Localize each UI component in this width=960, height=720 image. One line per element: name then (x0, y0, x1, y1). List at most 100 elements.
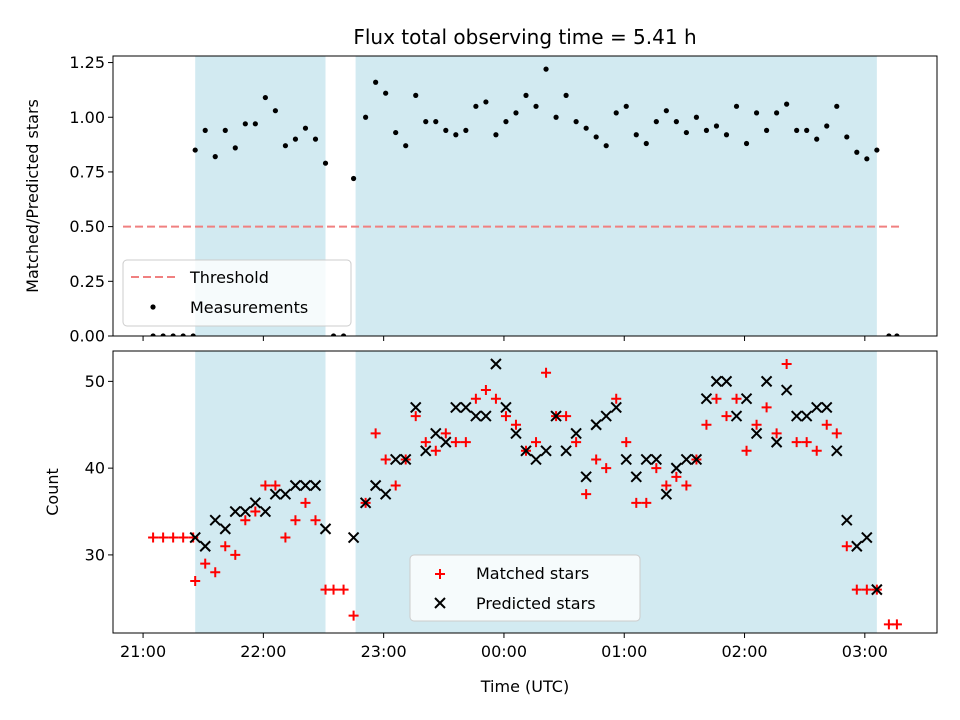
matched-point (178, 532, 189, 543)
data-point (673, 119, 679, 125)
predicted-point (229, 505, 242, 518)
predicted-point (841, 514, 853, 526)
matched-point (420, 437, 431, 448)
data-point (743, 140, 750, 147)
data-point (212, 154, 218, 160)
data-point (633, 132, 639, 138)
data-point (844, 134, 850, 140)
x-tick-label: 21:00 (120, 642, 166, 661)
matched-point (741, 445, 752, 456)
predicted-point (780, 384, 793, 396)
matched-point (841, 541, 852, 552)
matched-point (531, 437, 542, 448)
predicted-point (831, 445, 843, 457)
matched-point (390, 480, 401, 491)
predicted-point (289, 479, 302, 492)
predicted-point (520, 445, 532, 457)
data-point (794, 127, 800, 133)
data-point (753, 110, 760, 116)
matched-point (731, 393, 742, 404)
data-point (180, 333, 186, 336)
predicted-point (369, 479, 382, 492)
data-point (503, 119, 509, 125)
predicted-point (720, 375, 733, 388)
y-tick-label: 1.00 (69, 108, 105, 127)
data-point (713, 123, 720, 129)
legend-measurement-swatch (150, 304, 156, 310)
predicted-point (347, 531, 360, 544)
matched-point (348, 610, 359, 621)
predicted-point (570, 427, 582, 440)
data-point (543, 66, 549, 72)
predicted-point (500, 401, 512, 414)
matched-point (380, 454, 391, 465)
data-point (693, 114, 700, 120)
data-point (553, 114, 559, 120)
predicted-point (440, 436, 452, 448)
shaded-interval (355, 56, 877, 336)
data-point (222, 127, 228, 133)
matched-point (611, 393, 622, 404)
matched-point (300, 497, 311, 508)
predicted-point (740, 393, 753, 405)
predicted-point (199, 540, 211, 552)
y-tick-label: 1.25 (69, 53, 105, 72)
matched-point (240, 515, 251, 526)
data-point (202, 127, 208, 133)
matched-point (721, 411, 732, 422)
predicted-point (730, 410, 743, 422)
matched-point (168, 532, 179, 543)
matched-point (591, 454, 602, 465)
matched-point (851, 584, 862, 595)
predicted-point (610, 401, 622, 414)
predicted-point (299, 479, 312, 492)
legend-threshold-label: Threshold (189, 268, 269, 287)
predicted-point (550, 410, 562, 422)
data-point (653, 119, 659, 125)
matched-point (410, 411, 421, 422)
legend-predicted-label: Predicted stars (476, 594, 596, 613)
predicted-point (600, 410, 612, 422)
predicted-point (650, 453, 663, 466)
y-tick-label: 30 (85, 545, 105, 564)
y-tick-label: 40 (85, 459, 105, 478)
predicted-point (309, 479, 322, 492)
predicted-point (400, 453, 412, 466)
data-point (330, 333, 337, 336)
legend: Matched stars Predicted stars (409, 554, 641, 622)
matched-point (801, 437, 812, 448)
data-point (433, 119, 439, 125)
matched-point (490, 393, 501, 404)
legend-matched-swatch (435, 569, 445, 579)
data-point (603, 143, 609, 149)
data-point (282, 143, 289, 149)
legend: Threshold Measurements (122, 259, 352, 327)
data-point (643, 140, 649, 147)
predicted-point (800, 410, 813, 422)
matched-point (200, 558, 211, 569)
predicted-point (470, 410, 482, 422)
data-point (312, 136, 319, 142)
axes-frame (112, 55, 938, 337)
data-point (393, 129, 399, 136)
predicted-point (279, 488, 292, 500)
data-point (252, 121, 258, 127)
data-point (513, 110, 519, 116)
matched-point (280, 532, 291, 543)
matched-point (190, 575, 201, 586)
data-point (383, 90, 389, 96)
data-point (262, 94, 268, 101)
matched-point (148, 532, 159, 543)
y-tick-label: 0.00 (69, 327, 105, 346)
data-point (473, 103, 479, 109)
x-tick-label: 01:00 (601, 642, 647, 661)
matched-point (681, 480, 692, 491)
predicted-point (219, 523, 231, 535)
predicted-point (680, 453, 693, 466)
data-point (192, 147, 198, 153)
data-point (533, 103, 539, 109)
predicted-point (700, 393, 713, 405)
legend-predicted-swatch (434, 597, 446, 609)
predicted-point (660, 488, 673, 500)
matched-point (631, 497, 642, 508)
